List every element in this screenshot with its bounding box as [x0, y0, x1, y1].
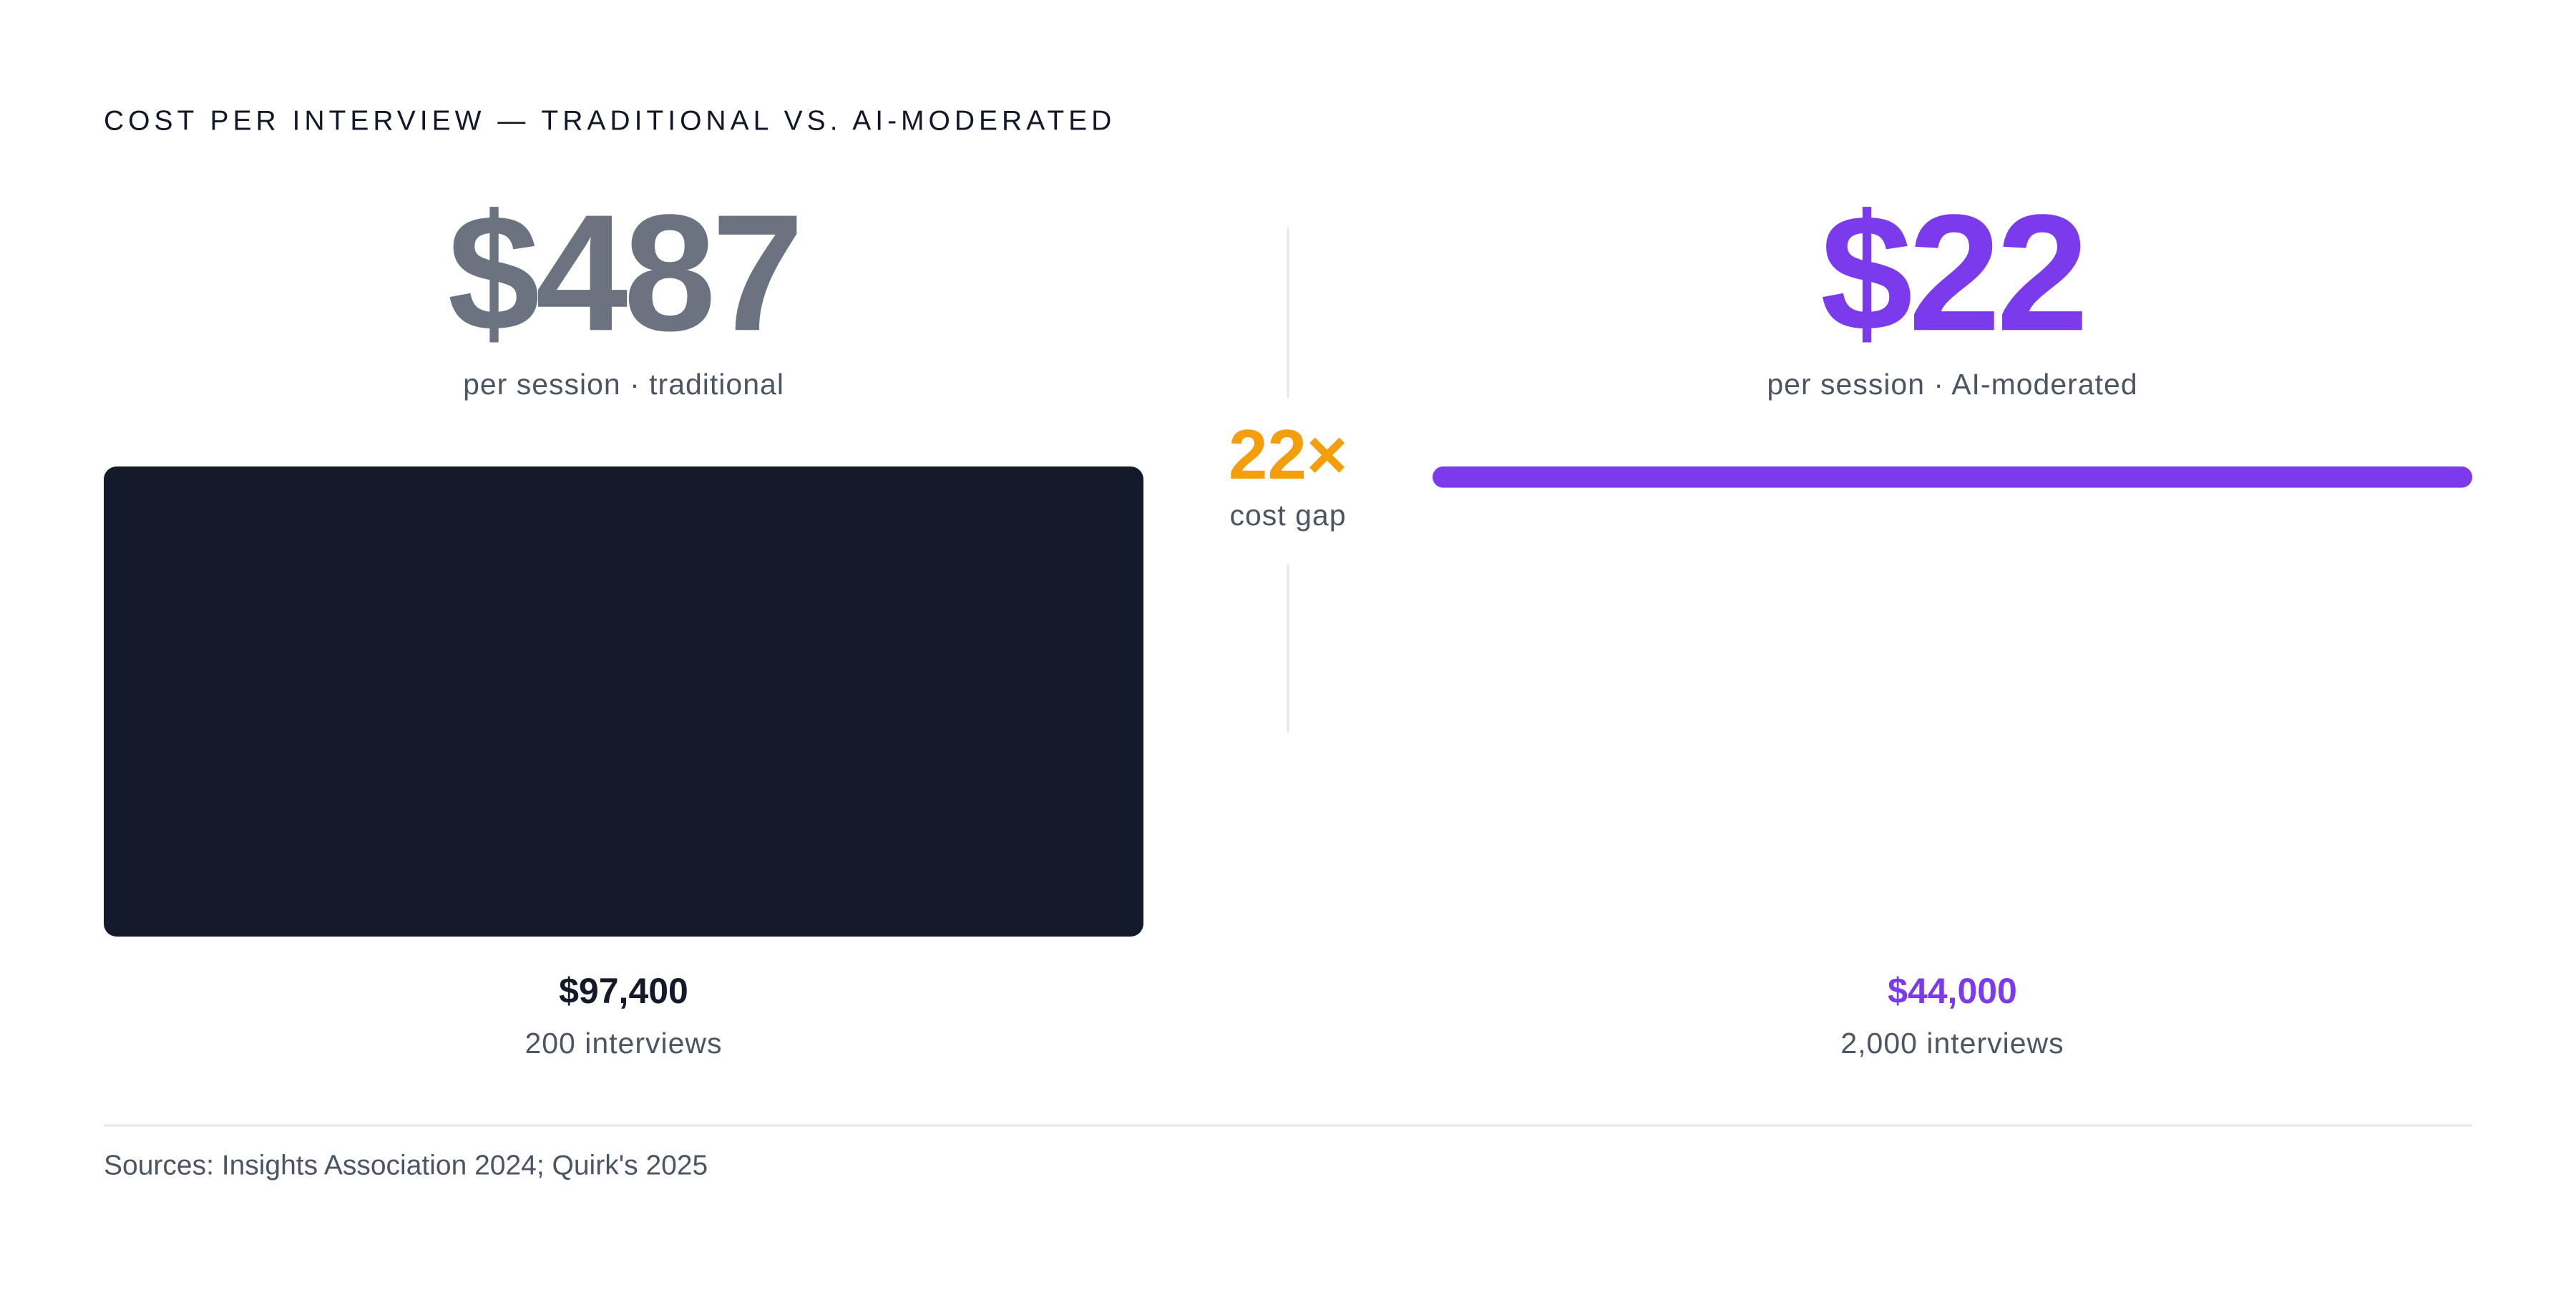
interviews-label: 2,000 interviews [1840, 1027, 2064, 1060]
value-label: $487 [447, 180, 799, 366]
category-label: per session · traditional [463, 368, 784, 401]
source-note: Sources: Insights Association 2024; Quir… [104, 1150, 708, 1181]
ratio-caption: cost gap [1230, 499, 1347, 532]
bar [1433, 466, 2472, 488]
bar [104, 466, 1143, 937]
total-label: $97,400 [559, 971, 688, 1011]
interviews-label: 200 interviews [525, 1027, 722, 1060]
value-label: $22 [1820, 180, 2084, 366]
category-label: per session · AI-moderated [1767, 368, 2137, 401]
chart-title: COST PER INTERVIEW — TRADITIONAL VS. AI-… [104, 105, 1116, 136]
total-label: $44,000 [1888, 971, 2017, 1011]
ratio-label: 22× [1229, 415, 1347, 494]
